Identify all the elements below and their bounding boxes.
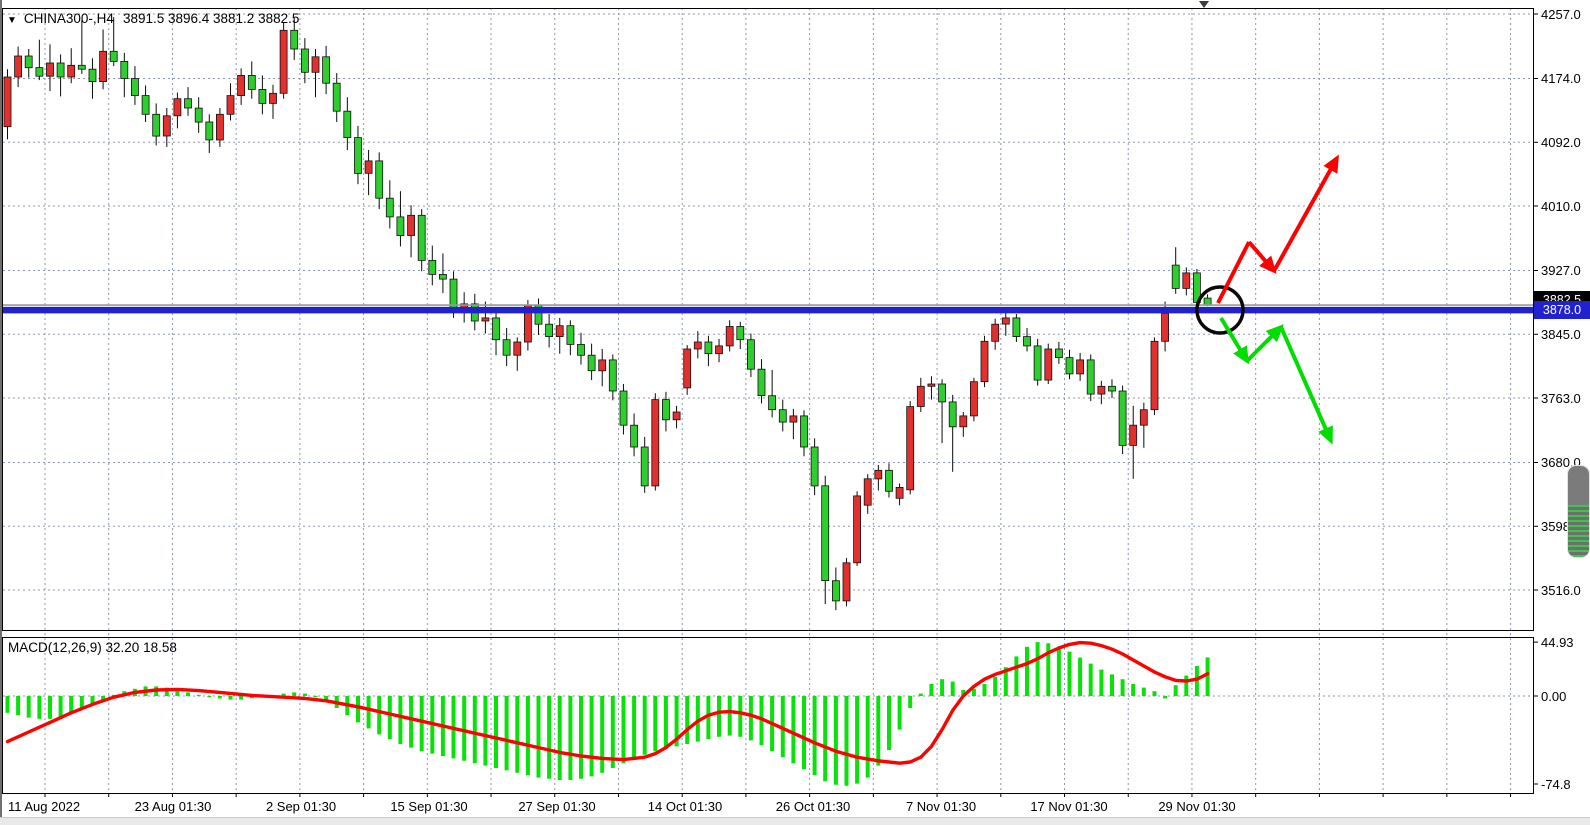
price-axis-label: 3927.0 [1541, 263, 1581, 279]
ohlc-quote-label: 3891.5 3896.4 3881.2 3882.5 [122, 11, 300, 26]
time-axis-label: 15 Sep 01:30 [390, 799, 468, 814]
time-axis-label: 11 Aug 2022 [8, 799, 81, 814]
macd-indicator-label: MACD(12,26,9) 32.20 18.58 [8, 640, 177, 655]
symbol-timeframe-label: CHINA300-,H4 [23, 11, 114, 26]
time-axis-label: 29 Nov 01:30 [1158, 799, 1236, 814]
time-axis-label: 2 Sep 01:30 [265, 799, 337, 814]
symbol-dropdown-icon[interactable]: ▼ [7, 15, 17, 26]
window-left-edge [0, 0, 2, 825]
macd-axis-label: 44.93 [1541, 634, 1574, 650]
time-axis-label: 26 Oct 01:30 [775, 799, 851, 814]
macd-indicator-pane[interactable] [2, 637, 1534, 794]
time-axis-label: 14 Oct 01:30 [647, 799, 723, 814]
time-axis-label: 27 Sep 01:30 [518, 799, 596, 814]
main-chart-pane[interactable] [2, 8, 1534, 631]
time-axis-label: 7 Nov 01:30 [905, 799, 977, 814]
hline-price-tag: 3878.0 [1534, 301, 1590, 319]
time-axis-label: 23 Aug 01:30 [134, 799, 212, 814]
price-axis-label: 4257.0 [1541, 6, 1581, 22]
scrollbar-stripes [1568, 505, 1589, 557]
macd-axis-label: -74.8 [1541, 776, 1571, 792]
window-bottom-edge [0, 817, 1590, 825]
price-axis-label: 4092.0 [1541, 134, 1581, 150]
chart-shift-marker[interactable] [1199, 1, 1209, 8]
price-axis-label: 3845.0 [1541, 326, 1581, 342]
chart-title: ▼ CHINA300-,H4 3891.5 3896.4 3881.2 3882.5 [7, 11, 299, 26]
price-axis-label: 3763.0 [1541, 390, 1581, 406]
price-axis-label: 4010.0 [1541, 198, 1581, 214]
time-axis-label: 17 Nov 01:30 [1030, 799, 1108, 814]
price-axis-label: 3516.0 [1541, 582, 1581, 598]
price-axis-label: 4174.0 [1541, 71, 1581, 87]
scrollbar-thumb[interactable] [1567, 465, 1590, 558]
macd-axis-label: 0.00 [1541, 688, 1567, 704]
